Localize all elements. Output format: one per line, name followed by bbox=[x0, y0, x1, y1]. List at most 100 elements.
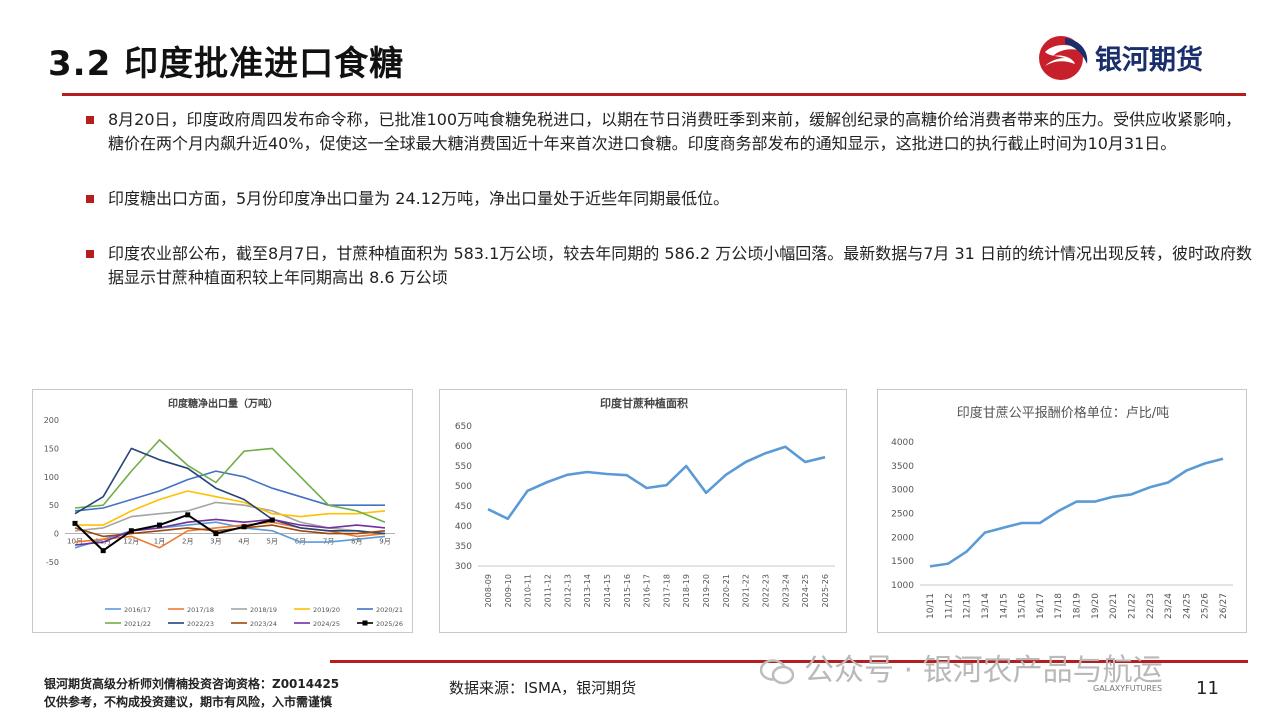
y-tick-label: 50 bbox=[49, 501, 59, 510]
bullet-square-icon bbox=[86, 116, 94, 124]
series-line bbox=[74, 470, 385, 512]
x-tick-label: 2023-24 bbox=[781, 574, 790, 607]
title-divider bbox=[62, 93, 1246, 96]
series-marker bbox=[128, 528, 134, 534]
x-tick-label: 2009-10 bbox=[504, 574, 513, 607]
bullet-text: 印度糖出口方面，5月份印度净出口量为 24.12万吨，净出口量处于近些年同期最低… bbox=[108, 189, 730, 208]
y-tick-label: 3500 bbox=[891, 462, 914, 472]
legend-label: 2023/24 bbox=[250, 620, 277, 628]
company-logo: 银河期货 bbox=[1035, 30, 1235, 86]
x-tick-label: 21/22 bbox=[1127, 593, 1137, 619]
x-tick-label: 2012-13 bbox=[563, 574, 572, 607]
y-tick-label: 2500 bbox=[891, 510, 914, 520]
x-tick-label: 2010-11 bbox=[524, 574, 533, 607]
bullet-item: 印度糖出口方面，5月份印度净出口量为 24.12万吨，净出口量处于近些年同期最低… bbox=[86, 187, 1256, 211]
series-marker bbox=[72, 520, 78, 526]
bullet-list: 8月20日，印度政府周四发布命令称，已批准100万吨食糖免税进口，以期在节日消费… bbox=[86, 108, 1256, 321]
legend-label: 2016/17 bbox=[124, 606, 151, 614]
y-tick-label: 4000 bbox=[891, 438, 914, 448]
x-tick-label: 22/23 bbox=[1146, 593, 1156, 619]
x-tick-label: 2016-17 bbox=[643, 574, 652, 607]
x-tick-label: 4月 bbox=[238, 538, 249, 546]
series-line bbox=[75, 490, 386, 526]
series-line bbox=[74, 447, 386, 535]
bullet-text: 8月20日，印度政府周四发布命令称，已批准100万吨食糖免税进口，以期在节日消费… bbox=[108, 110, 1242, 153]
x-tick-label: 2月 bbox=[182, 538, 193, 546]
y-tick-label: 1500 bbox=[891, 557, 914, 567]
x-tick-label: 2017-18 bbox=[662, 574, 671, 607]
series-marker bbox=[241, 524, 247, 530]
y-tick-label: 200 bbox=[44, 416, 59, 425]
page-number: 11 bbox=[1196, 678, 1219, 699]
x-tick-label: 12月 bbox=[123, 538, 139, 546]
legend-marker bbox=[362, 620, 368, 626]
logo-text: 银河期货 bbox=[1095, 45, 1203, 76]
data-source: 数据来源：ISMA，银河期货 bbox=[449, 679, 637, 697]
x-tick-label: 18/19 bbox=[1073, 593, 1083, 619]
watermark-text: 公众号 · 银河农产品与航运 bbox=[804, 653, 1163, 688]
chart-title: 印度甘蔗种植面积 bbox=[600, 396, 688, 410]
series-line bbox=[74, 501, 386, 535]
x-tick-label: 12/13 bbox=[963, 593, 973, 619]
x-tick-label: 14/15 bbox=[999, 593, 1009, 619]
bullet-text: 印度农业部公布，截至8月7日，甘蔗种植面积为 583.1万公顷，较去年同期的 5… bbox=[108, 244, 1252, 287]
y-tick-label: 600 bbox=[455, 442, 472, 452]
x-tick-label: 15/16 bbox=[1018, 593, 1028, 619]
x-tick-label: 25/26 bbox=[1201, 593, 1211, 619]
chart-cane-area-svg: 印度甘蔗种植面积 300 350 400 450 500 550 600 650 2008-09 2… bbox=[455, 396, 835, 607]
footer-divider bbox=[330, 660, 1248, 663]
x-tick-label: 24/25 bbox=[1182, 593, 1192, 619]
bullet-item: 印度农业部公布，截至8月7日，甘蔗种植面积为 583.1万公顷，较去年同期的 5… bbox=[86, 242, 1256, 290]
legend-label: 2020/21 bbox=[376, 606, 403, 614]
x-tick-label: 2019-20 bbox=[702, 574, 711, 607]
series-line bbox=[929, 457, 1224, 568]
y-tick-label: 150 bbox=[44, 444, 59, 453]
x-tick-label: 8月 bbox=[351, 538, 362, 546]
series-marker bbox=[157, 522, 163, 528]
legend-label: 2021/22 bbox=[124, 620, 151, 628]
series-line bbox=[74, 521, 386, 549]
y-tick-label: 450 bbox=[455, 502, 472, 512]
brand-small: GALAXYFUTURES bbox=[1093, 684, 1163, 693]
x-tick-label: 11/12 bbox=[944, 593, 954, 619]
legend-label: 2018/19 bbox=[250, 606, 277, 614]
x-tick-label: 2015-16 bbox=[623, 574, 632, 607]
x-tick-label: 2024-25 bbox=[801, 574, 810, 607]
chart-net-export: 印度糖净出口量（万吨） -50 0 50 100 150 200 10月 11月 12月 1月 2月 3… bbox=[32, 389, 413, 633]
disclaimer-line: 银河期货高级分析师刘倩楠投资咨询资格：Z0014425 bbox=[44, 677, 340, 691]
series-line bbox=[74, 439, 386, 523]
series-marker bbox=[185, 512, 191, 518]
x-tick-label: 2021-22 bbox=[742, 574, 751, 607]
y-tick-label: 550 bbox=[455, 462, 472, 472]
wechat-icon bbox=[760, 658, 794, 684]
series-line bbox=[74, 513, 273, 552]
x-tick-label: 3月 bbox=[210, 538, 221, 546]
legend-label: 2025/26 bbox=[376, 620, 403, 628]
series-line bbox=[74, 518, 386, 546]
y-tick-label: 2000 bbox=[891, 533, 914, 543]
x-tick-label: 1月 bbox=[154, 538, 165, 546]
page-title: 3.2 印度批准进口食糖 bbox=[48, 44, 405, 84]
y-tick-label: 1000 bbox=[891, 581, 914, 591]
x-tick-label: 2025-26 bbox=[821, 574, 830, 607]
disclaimer-line: 仅供参考，不构成投资建议，期市有风险，入市需谨慎 bbox=[44, 695, 333, 709]
chart-title: 印度糖净出口量（万吨） bbox=[168, 397, 278, 410]
x-tick-label: 2013-14 bbox=[583, 574, 592, 607]
y-tick-label: 0 bbox=[54, 530, 59, 539]
y-tick-label: 400 bbox=[455, 522, 472, 532]
galaxy-logo-icon bbox=[1039, 36, 1088, 80]
x-tick-label: 5月 bbox=[267, 538, 278, 546]
y-tick-label: 350 bbox=[455, 542, 472, 552]
y-tick-label: 650 bbox=[455, 422, 472, 432]
x-tick-label: 2008-09 bbox=[484, 574, 493, 607]
series-marker bbox=[213, 531, 219, 537]
y-tick-label: 500 bbox=[455, 482, 472, 492]
legend-label: 2017/18 bbox=[187, 606, 214, 614]
chart-cane-area: 印度甘蔗种植面积 300 350 400 450 500 550 600 650 2008-09 2… bbox=[439, 389, 847, 633]
series-marker bbox=[269, 517, 275, 523]
series-line bbox=[487, 445, 826, 521]
x-tick-label: 20/21 bbox=[1109, 593, 1119, 619]
x-tick-label: 2022-23 bbox=[762, 574, 771, 607]
x-tick-label: 26/27 bbox=[1219, 593, 1229, 619]
